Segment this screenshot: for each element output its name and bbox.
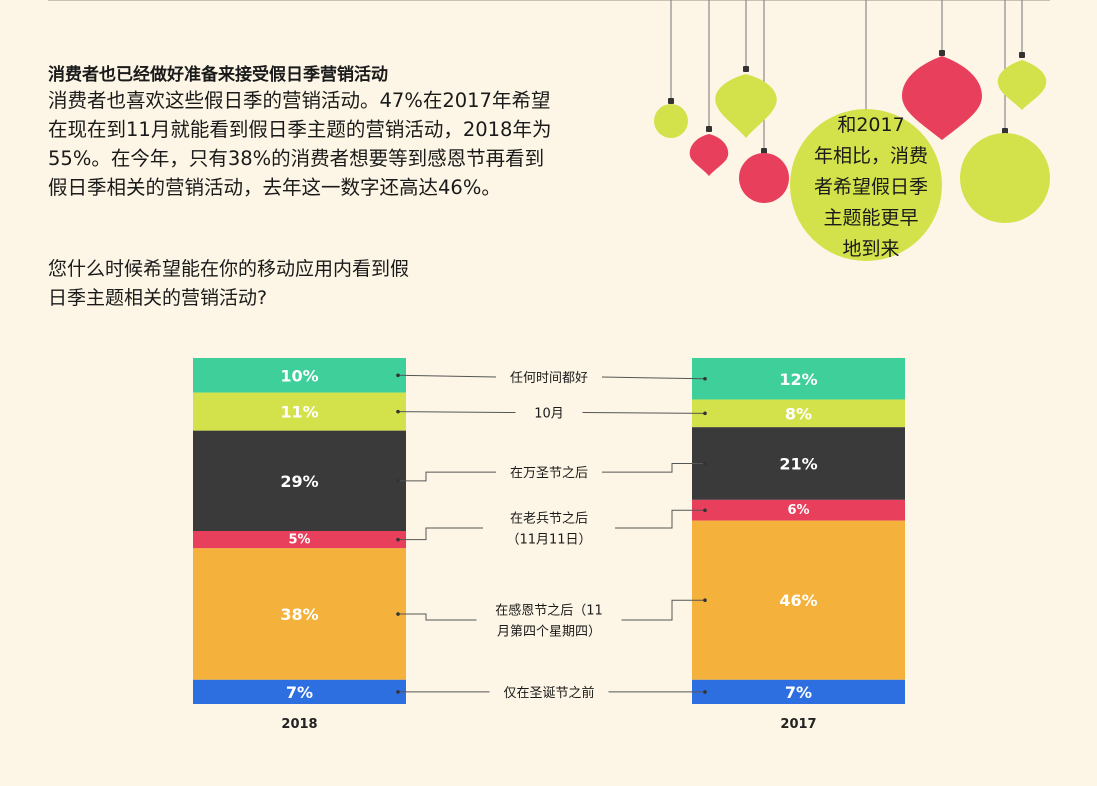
bar-segment [193, 531, 406, 549]
segment-value-label: 11% [280, 403, 318, 422]
connector-line [601, 376, 706, 380]
bar-segment [692, 679, 905, 704]
category-label: 仅在圣诞节之前 [503, 685, 594, 701]
segment-value-label: 7% [785, 683, 812, 702]
segment-value-label: 8% [785, 404, 812, 423]
segment-value-label: 6% [787, 503, 809, 518]
segment-value-label: 10% [280, 366, 318, 385]
question-line: 日季主题相关的营销活动? [48, 287, 268, 309]
callout-line: 地到来 [842, 238, 900, 260]
survey-question: 您什么时候希望能在你的移动应用内看到假 日季主题相关的营销活动? [48, 255, 508, 313]
segment-value-label: 38% [280, 605, 318, 624]
section-heading: 消费者也已经做好准备来接受假日季营销活动 [48, 65, 388, 85]
bar-segment [692, 499, 905, 521]
callout-line: 年相比，消费 [813, 145, 928, 167]
connector-line [398, 471, 496, 482]
stacked-bar-chart: 10% 11% 29% 5% 38% 7% 2018 12% 8% 21% 6% 46% 7% 2017 任… [193, 358, 905, 732]
paragraph-line: 消费者也喜欢这些假日季的营销活动。47%在2017年希望 [48, 89, 551, 112]
connector-line [398, 527, 483, 541]
year-label: 2018 [281, 717, 317, 732]
callout-line: 和2017 [837, 114, 905, 136]
connector-dot [396, 409, 400, 414]
question-line: 您什么时候希望能在你的移动应用内看到假 [48, 258, 410, 280]
connector-dot [396, 479, 400, 483]
paragraph-line: 55%。在今年，只有38%的消费者想要等到感恩节再看到 [48, 147, 545, 170]
category-label: 任何时间都好 [510, 370, 588, 386]
connector-dot [703, 690, 707, 694]
bar-segment [692, 399, 905, 428]
bar-segment [692, 427, 905, 500]
connector-line [397, 411, 516, 413]
connector-dot [703, 598, 707, 602]
bar-segment [692, 520, 905, 680]
paragraph-line: 假日季相关的营销活动，去年这一数字还高达46%。 [48, 176, 501, 199]
intro-paragraph: 消费者也喜欢这些假日季的营销活动。47%在2017年希望 在现在到11月就能看到… [48, 86, 628, 202]
ornament-drop [997, 60, 1047, 110]
category-label: 在万圣节之后 [510, 466, 588, 481]
segment-value-label: 46% [779, 591, 817, 610]
connector-dot [396, 690, 400, 694]
ornament-ball [654, 104, 688, 138]
callout-bubble-text: 和2017 年相比，消费 者希望假日季 主题能更早 地到来 [786, 110, 956, 265]
ornament-caps [668, 50, 1025, 154]
top-rule [48, 0, 1050, 1]
category-label: 在老兵节之后 [510, 512, 588, 527]
bar-segment [193, 430, 406, 531]
ornament-strings [670, 0, 1023, 150]
category-label: 在感恩节之后（11 [495, 603, 603, 619]
connector-dot [703, 461, 707, 466]
bar-segment [193, 392, 406, 431]
callout-line: 主题能更早 [823, 207, 919, 229]
connector-line [397, 374, 497, 378]
category-label: 10月 [534, 406, 564, 421]
bar-segment [193, 548, 406, 680]
connector-line [615, 509, 705, 529]
ornament-drop [715, 74, 777, 138]
connector-dot [396, 537, 400, 542]
paragraph-line: 在现在到11月就能看到假日季主题的营销活动，2018年为 [48, 118, 552, 141]
callout-line: 者希望假日季 [813, 176, 928, 198]
segment-value-label: 29% [280, 472, 318, 491]
ornament-ball [739, 153, 789, 203]
segment-value-label: 12% [779, 370, 817, 389]
ornament-decoration [654, 0, 1050, 261]
segment-value-label: 7% [286, 683, 313, 702]
connector-dot [703, 376, 707, 381]
bar-segment [692, 358, 905, 400]
connector-line [602, 463, 705, 473]
connector-line [621, 599, 705, 621]
connector-dot [396, 373, 400, 378]
bar-segment [193, 679, 406, 704]
bar-segment [193, 358, 406, 393]
connector-dot [703, 411, 707, 416]
ornament-drop [902, 56, 982, 140]
category-label: 月第四个星期四） [497, 625, 601, 640]
ornament-drop [689, 134, 729, 176]
ornament-ball [790, 109, 942, 261]
segment-value-label: 5% [288, 533, 310, 548]
connector-dot [396, 612, 400, 616]
connector-line [582, 411, 706, 414]
segment-value-label: 21% [779, 455, 817, 474]
category-label: （11月11日） [506, 533, 591, 548]
connector-dot [703, 508, 707, 513]
ornament-ball [960, 133, 1050, 223]
connector-line [398, 613, 477, 621]
year-label: 2017 [780, 717, 816, 732]
